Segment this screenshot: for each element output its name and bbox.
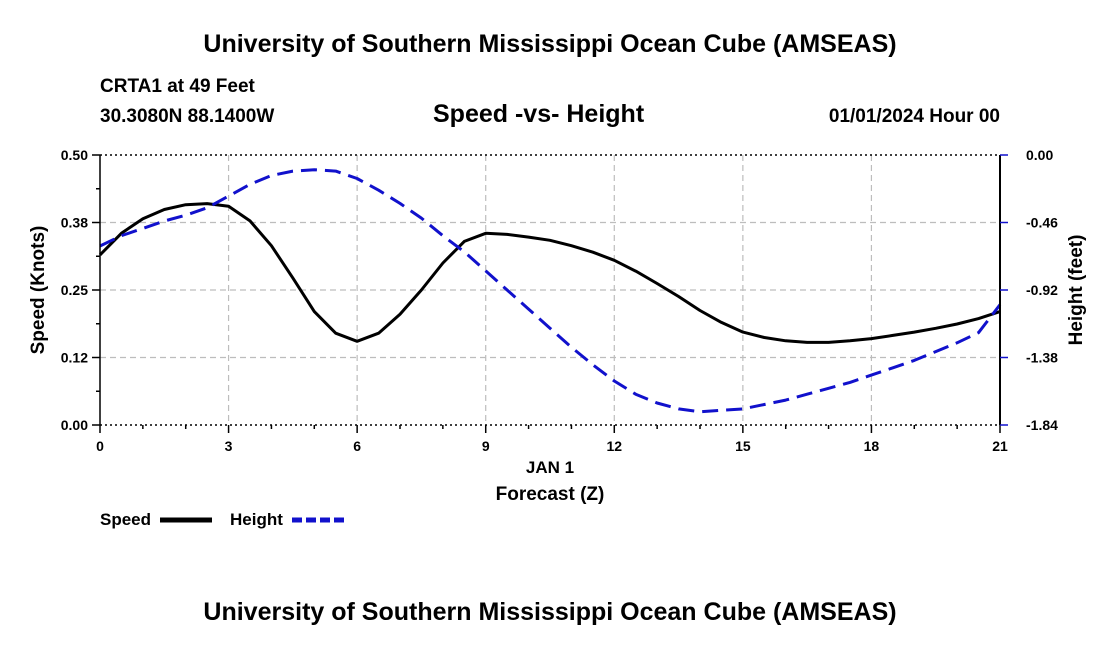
- y-right-tick-label: -0.92: [1026, 282, 1058, 298]
- station-coordinates: 30.3080N 88.1400W: [100, 106, 275, 127]
- station-label: CRTA1 at 49 Feet: [100, 76, 255, 97]
- speed-height-chart: 0 3 6 9 12 15 18 21 0.00 0.12 0.25 0.38 0.50 0.00 -0.4…: [28, 147, 1087, 529]
- axis-labels: 0 3 6 9 12 15 18 21 0.00 0.12 0.25 0.38 0.50 0.00 -0.4…: [28, 147, 1087, 505]
- y-left-tick-label: 0.25: [61, 282, 88, 298]
- legend-label-speed: Speed: [100, 510, 151, 529]
- x-axis-sublabel: JAN 1: [526, 458, 574, 477]
- x-tick-label: 9: [482, 438, 490, 454]
- chart-title: University of Southern Mississippi Ocean…: [203, 30, 897, 58]
- y-right-tick-label: -0.46: [1026, 215, 1058, 231]
- legend-label-height: Height: [230, 510, 283, 529]
- axes: [92, 154, 1008, 433]
- y-right-tick-label: -1.38: [1026, 350, 1058, 366]
- y-left-tick-label: 0.50: [61, 147, 88, 163]
- series-layer: [98, 168, 1002, 414]
- y-right-tick-label: -1.84: [1026, 417, 1058, 433]
- legend: Speed Height: [100, 510, 344, 529]
- x-tick-label: 15: [735, 438, 751, 454]
- x-tick-label: 3: [225, 438, 233, 454]
- forecast-datetime: 01/01/2024 Hour 00: [828, 106, 1000, 127]
- chart-subtitle: Speed -vs- Height: [433, 100, 645, 128]
- y-right-tick-label: 0.00: [1026, 147, 1053, 163]
- y-right-axis-label: Height (feet): [1066, 235, 1087, 346]
- x-tick-label: 6: [353, 438, 361, 454]
- x-tick-label: 0: [96, 438, 104, 454]
- y-left-axis-label: Speed (Knots): [28, 226, 49, 355]
- x-tick-label: 12: [606, 438, 622, 454]
- x-tick-label: 21: [992, 438, 1008, 454]
- x-tick-label: 18: [864, 438, 880, 454]
- y-left-tick-label: 0.00: [61, 417, 88, 433]
- y-left-tick-label: 0.12: [61, 350, 88, 366]
- x-axis-label: Forecast (Z): [496, 484, 605, 505]
- series-line-speed: [98, 202, 1001, 344]
- grid: [100, 155, 1000, 425]
- y-left-tick-label: 0.38: [61, 215, 88, 231]
- series-line-height: [99, 168, 1002, 414]
- footer-title: University of Southern Mississippi Ocean…: [203, 598, 897, 626]
